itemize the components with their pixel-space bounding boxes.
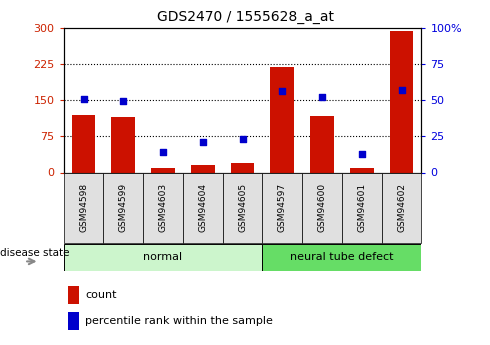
Bar: [382, 172, 421, 243]
Bar: [350, 168, 374, 172]
Bar: [263, 172, 302, 243]
Text: GSM94603: GSM94603: [159, 183, 168, 233]
Point: [120, 99, 127, 104]
Text: normal: normal: [144, 253, 183, 262]
Bar: [111, 117, 135, 172]
Point: [199, 139, 207, 145]
Text: GSM94604: GSM94604: [198, 183, 207, 233]
Point: [318, 95, 326, 100]
Bar: [143, 172, 183, 243]
Text: disease state: disease state: [0, 248, 70, 258]
Bar: [64, 244, 263, 271]
Point: [358, 151, 366, 156]
Bar: [72, 115, 96, 172]
Bar: [263, 244, 421, 271]
Text: percentile rank within the sample: percentile rank within the sample: [85, 316, 273, 326]
Bar: [222, 172, 263, 243]
Bar: [103, 172, 143, 243]
Point: [397, 87, 405, 93]
Bar: [151, 168, 175, 172]
Point: [159, 149, 167, 155]
Bar: [191, 165, 215, 172]
Point: [239, 136, 246, 142]
Bar: [68, 312, 78, 331]
Point: [278, 89, 286, 94]
Bar: [342, 172, 382, 243]
Point: [80, 96, 88, 101]
Bar: [390, 31, 414, 172]
Bar: [270, 67, 294, 172]
Text: GSM94597: GSM94597: [278, 183, 287, 233]
Bar: [68, 286, 78, 304]
Bar: [183, 172, 222, 243]
Text: GSM94601: GSM94601: [357, 183, 367, 233]
Bar: [64, 172, 103, 243]
Text: GSM94599: GSM94599: [119, 183, 128, 233]
Text: GDS2470 / 1555628_a_at: GDS2470 / 1555628_a_at: [156, 10, 334, 24]
Bar: [302, 172, 342, 243]
Text: count: count: [85, 290, 117, 300]
Text: GSM94605: GSM94605: [238, 183, 247, 233]
Bar: [310, 116, 334, 172]
Text: neural tube defect: neural tube defect: [290, 253, 393, 262]
Text: GSM94598: GSM94598: [79, 183, 88, 233]
Text: GSM94600: GSM94600: [318, 183, 326, 233]
Text: GSM94602: GSM94602: [397, 183, 406, 233]
Bar: [231, 163, 254, 172]
